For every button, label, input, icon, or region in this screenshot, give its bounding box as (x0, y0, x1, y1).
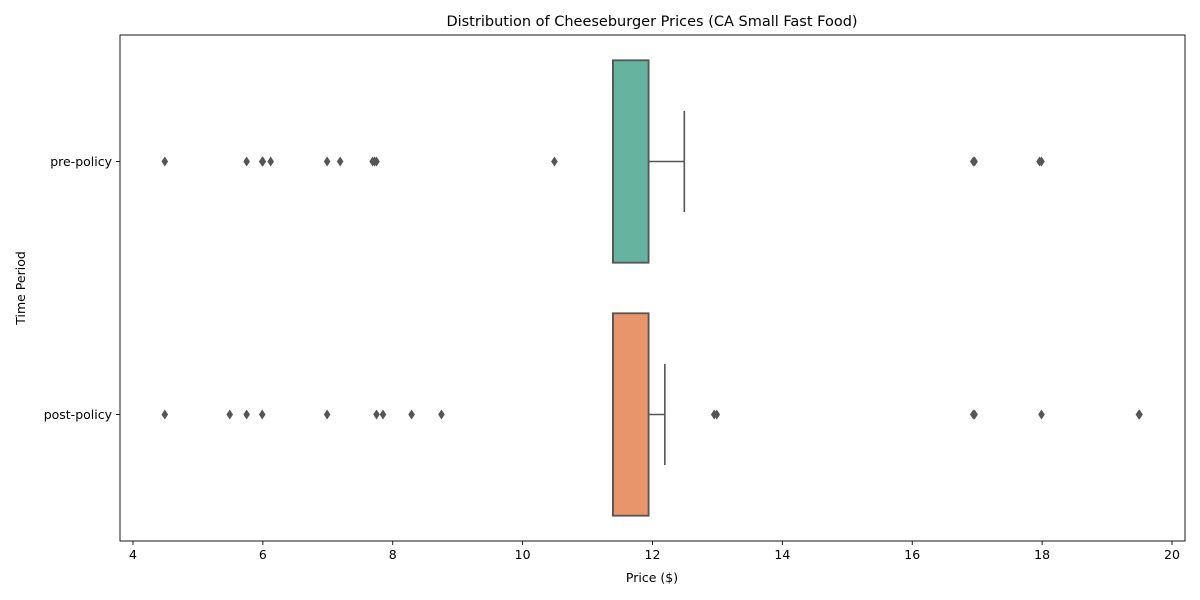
plot-frame (119, 34, 1186, 542)
outlier-point-post-policy (161, 409, 169, 420)
outlier-point-post-policy (226, 409, 234, 420)
outlier-point-post-policy (373, 409, 380, 420)
chart-title: Distribution of Cheeseburger Prices (CA … (446, 14, 857, 30)
outlier-point-pre-policy (336, 156, 344, 167)
outlier-point-post-policy (971, 409, 978, 420)
x-tick-label: 16 (904, 547, 920, 562)
outlier-point-post-policy (408, 409, 415, 420)
y-tick-label: post-policy (44, 407, 113, 422)
x-tick-label: 12 (645, 547, 661, 562)
x-tick-label: 4 (129, 547, 137, 562)
x-tick-label: 18 (1034, 547, 1050, 562)
outlier-point-pre-policy (243, 156, 250, 167)
x-axis-ticks: 4 6 8 10 12 14 16 18 20 (129, 541, 1180, 562)
x-tick-label: 6 (259, 547, 267, 562)
outlier-point-post-policy (713, 409, 721, 420)
x-tick-label: 20 (1164, 547, 1180, 562)
plot-marks (161, 59, 1143, 517)
outlier-point-post-policy (323, 409, 331, 420)
outlier-point-pre-policy (1038, 156, 1045, 167)
outlier-point-pre-policy (259, 156, 267, 167)
outlier-point-pre-policy (971, 156, 978, 167)
y-axis-label: Time Period (13, 251, 28, 326)
x-tick-label: 14 (774, 547, 790, 562)
x-tick-label: 10 (515, 547, 531, 562)
outlier-point-post-policy (258, 409, 266, 420)
outlier-point-post-policy (379, 409, 387, 420)
x-tick-label: 8 (389, 547, 397, 562)
outlier-point-post-policy (438, 409, 445, 420)
outlier-point-post-policy (243, 409, 250, 420)
x-axis-label: Price ($) (626, 570, 678, 585)
outlier-point-pre-policy (161, 156, 169, 167)
outlier-point-pre-policy (551, 156, 558, 167)
outlier-point-post-policy (1038, 409, 1045, 420)
y-axis-ticks: pre-policy post-policy (44, 154, 120, 422)
y-tick-label: pre-policy (50, 154, 112, 169)
outlier-point-pre-policy (373, 156, 380, 167)
box-pre-policy (611, 59, 650, 264)
outlier-point-pre-policy (267, 156, 274, 167)
outlier-point-post-policy (1136, 409, 1143, 420)
box-post-policy (611, 312, 650, 517)
outlier-point-pre-policy (323, 156, 331, 167)
